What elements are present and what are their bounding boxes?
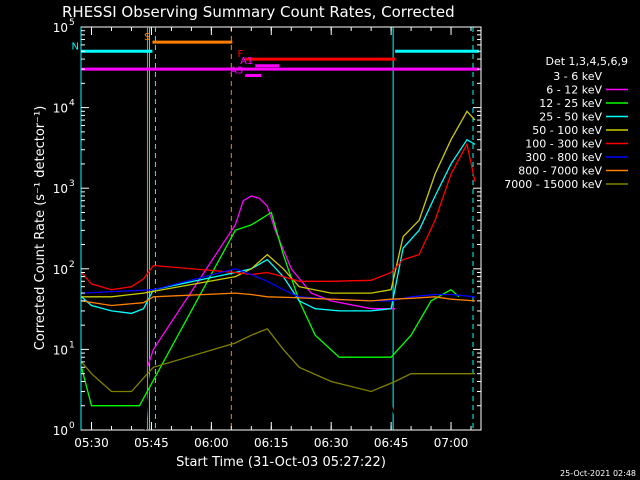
legend-label: 6 - 12 keV: [546, 84, 602, 97]
y-tick-label: 10: [53, 102, 68, 116]
y-tick-label: 10: [53, 182, 68, 196]
series-line: [81, 138, 476, 315]
state-bar-label: A3: [230, 66, 243, 77]
x-tick-label: 07:00: [434, 436, 469, 450]
plot-frame-group: [80, 26, 482, 431]
series-line: [81, 268, 476, 302]
legend-label: 300 - 800 keV: [525, 151, 602, 164]
series-line: [144, 275, 406, 431]
y-tick-label: 10: [53, 343, 68, 357]
x-tick-label: 05:45: [134, 436, 169, 450]
y-tick-exponent: 4: [69, 99, 75, 109]
y-tick-exponent: 5: [69, 18, 75, 28]
x-tick-label: 06:30: [314, 436, 349, 450]
y-tick-exponent: 3: [69, 179, 75, 189]
x-axis-label: Start Time (31-Oct-03 05:27:22): [176, 455, 386, 470]
state-bar-label: N: [72, 41, 79, 52]
series-line: [81, 110, 476, 298]
state-bar-label: S: [144, 32, 150, 43]
plot-frame: [80, 26, 482, 431]
legend-label: 3 - 6 keV: [553, 70, 602, 83]
y-tick-label: 10: [53, 263, 68, 277]
y-axis-label: Corrected Count Rate (s⁻¹ detector⁻¹): [33, 106, 48, 351]
event-markers: [80, 27, 474, 430]
state-bar-label: A1: [240, 56, 253, 67]
legend-label: 100 - 300 keV: [525, 138, 602, 151]
y-tick-exponent: 0: [69, 421, 75, 431]
legend-label: 12 - 25 keV: [539, 97, 602, 110]
series-line: [146, 195, 396, 368]
series-lines: [80, 110, 476, 431]
y-tick-exponent: 2: [69, 260, 75, 270]
series-line: [81, 292, 476, 307]
legend-label: 800 - 7000 keV: [518, 165, 602, 178]
legend-label: 7000 - 15000 keV: [504, 178, 602, 191]
x-axis: 05:30 05:45 06:00 06:15 06:30 06:45 07:00: [74, 27, 472, 450]
x-tick-label: 06:45: [374, 436, 409, 450]
x-tick-label: 06:00: [194, 436, 229, 450]
y-tick-label: 10: [53, 424, 68, 438]
footer-timestamp: 25-Oct-2021 02:48: [560, 469, 636, 478]
chart-title: RHESSI Observing Summary Count Rates, Co…: [62, 3, 455, 21]
x-tick-label: 06:15: [254, 436, 289, 450]
legend-title: Det 1,3,4,5,6,9: [545, 55, 628, 68]
series-line: [81, 328, 475, 393]
legend-label: 50 - 100 keV: [532, 124, 602, 137]
y-tick-label: 10: [53, 21, 68, 35]
y-tick-exponent: 1: [69, 340, 75, 350]
x-tick-label: 05:30: [74, 436, 109, 450]
state-bar-label: F: [238, 49, 244, 60]
legend-label: 25 - 50 keV: [539, 111, 602, 124]
series-line: [81, 142, 476, 291]
